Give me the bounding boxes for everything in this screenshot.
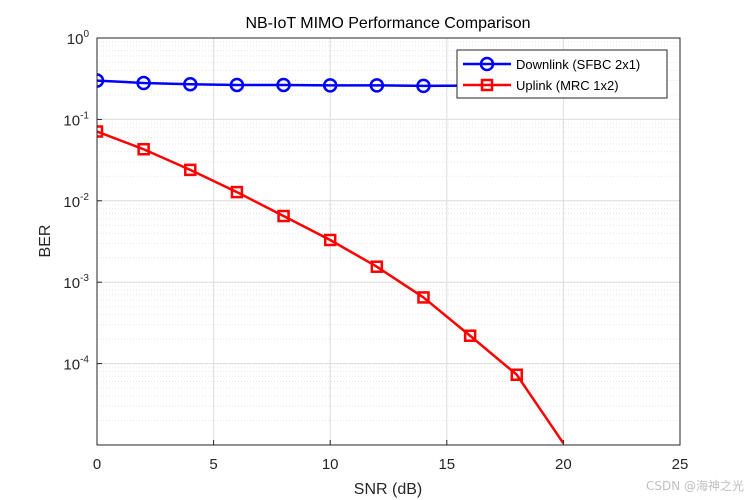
plot-frame [96,37,681,446]
data-point-square [97,125,104,138]
data-point-square [277,209,290,223]
data-point-circle [276,77,291,93]
data-point-square [510,368,524,381]
minor-grid [97,41,680,421]
y-tick-label: 10-2 [63,192,89,211]
data-point-square [137,142,150,156]
x-tick-label: 0 [93,456,101,473]
x-axis-ticks: 0 5 10 15 20 25 [93,440,689,473]
legend: Downlink (SFBC 2x1) Uplink (MRC 1x2) [456,49,668,99]
x-tick-label: 20 [555,456,572,473]
data-point-square [370,260,384,273]
y-tick-label: 10-3 [63,273,89,292]
data-point-square [417,291,430,304]
data-point-circle [479,56,495,72]
y-tick-label: 10-4 [63,355,89,374]
data-point-circle [369,78,385,93]
x-tick-label: 5 [209,456,217,473]
data-point-circle [229,77,245,93]
x-tick-label: 10 [322,456,339,473]
series-uplink [97,125,565,444]
data-point-square [323,233,337,247]
x-tick-label: 15 [438,456,455,473]
data-point-circle [183,77,198,92]
data-point-square [480,78,494,92]
data-point-circle [97,73,105,88]
series-line [97,130,565,444]
data-point-circle [322,78,338,93]
data-point-circle [136,75,151,91]
chart-title: NB-IoT MIMO Performance Comparison [245,15,530,32]
data-point-square [184,163,197,177]
y-axis-ticks: 100 10-1 10-2 10-3 10-4 [63,29,102,374]
data-point-square [463,329,477,342]
x-tick-label: 25 [672,456,689,473]
x-axis-label: SNR (dB) [354,481,422,498]
data-point-square [230,185,244,199]
legend-label: Uplink (MRC 1x2) [516,78,619,93]
y-tick-label: 10-1 [63,110,89,129]
plot-area [97,38,680,445]
y-tick-label: 100 [67,29,90,48]
data-point-circle [416,78,431,94]
y-axis-label: BER [37,225,54,258]
legend-label: Downlink (SFBC 2x1) [516,57,640,72]
watermark: CSDN @海神之光 [645,479,744,493]
